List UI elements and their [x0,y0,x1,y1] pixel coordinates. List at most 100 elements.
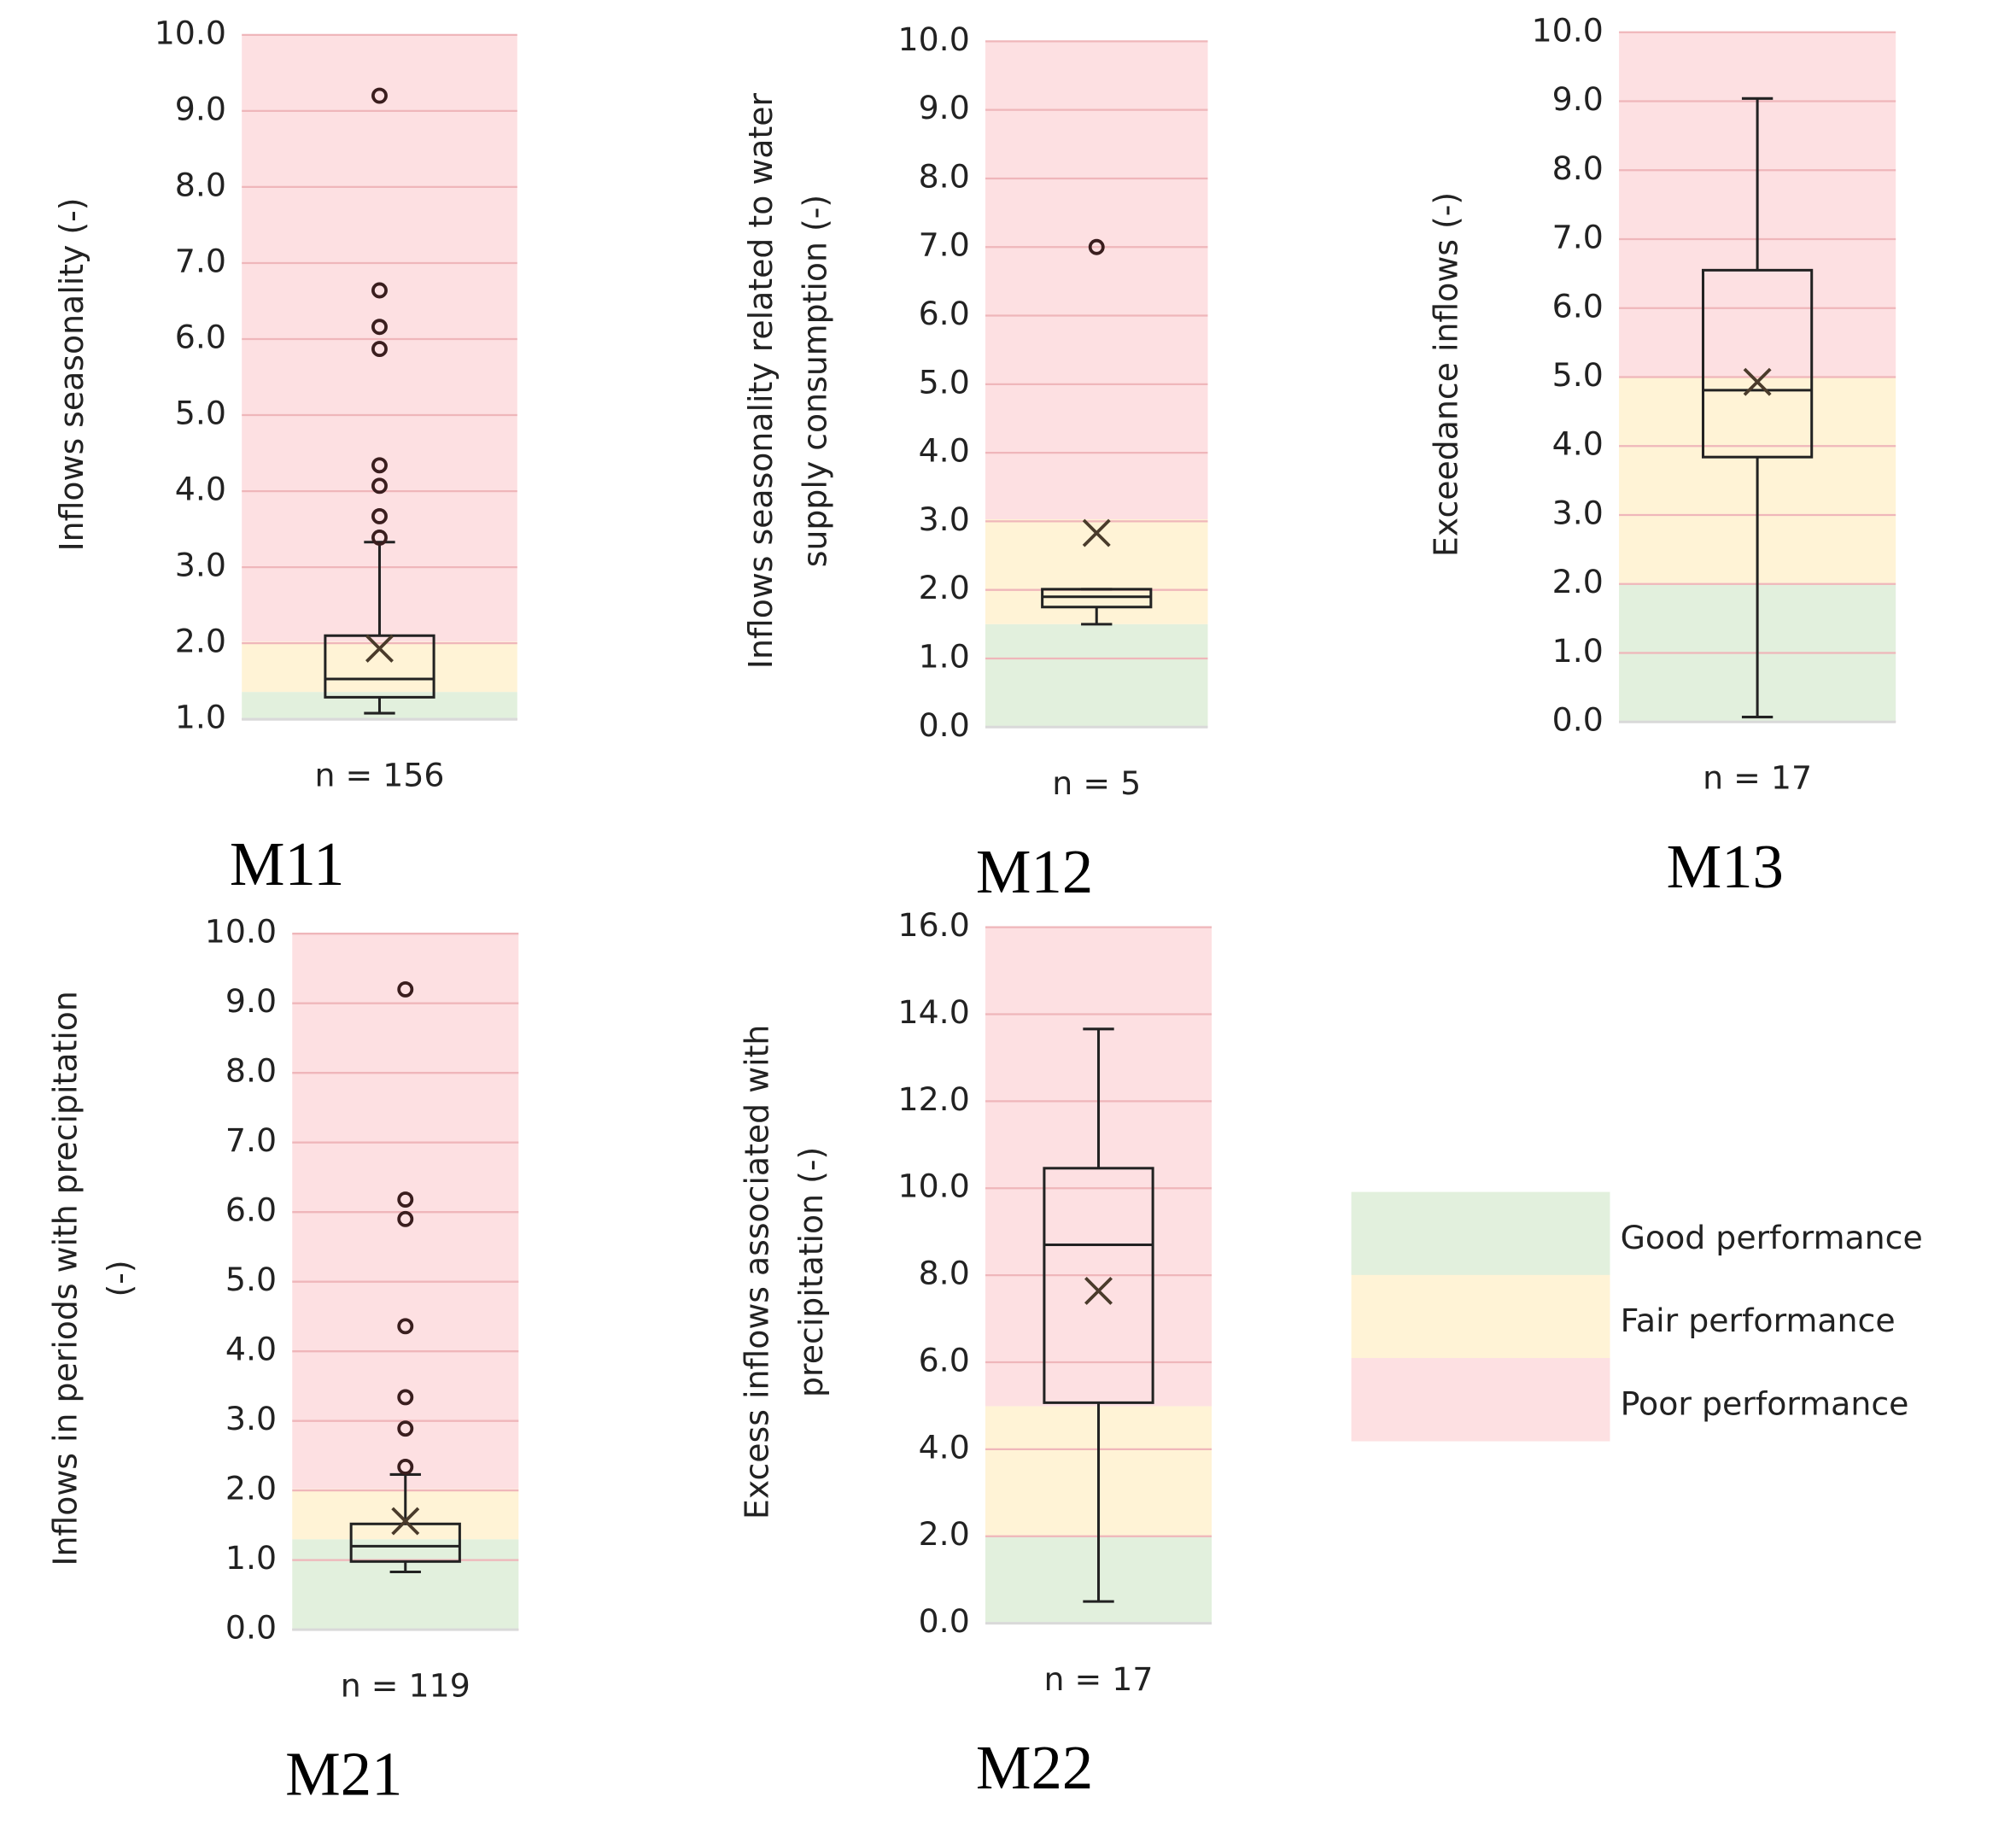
box-chart: 0.0 1.0 2.0 3.0 4.0 5.0 6.0 7.0 8.0 9.0 10.0 Inflow… [46,913,519,1809]
legend-label: Fair performance [1621,1302,1896,1339]
performance-band [985,41,1208,519]
box [324,634,435,699]
outlier [397,980,414,998]
outlier [397,1420,414,1437]
y-tick-label: 3.0 [225,1400,277,1437]
y-tick-label: 5.0 [919,363,970,401]
box [1043,1167,1154,1404]
mean-marker [1743,367,1772,396]
y-tick-label: 5.0 [175,395,226,432]
y-tick-label: 1.0 [175,699,226,736]
y-tick-label: 7.0 [919,226,970,264]
legend: Good performance Fair performance Poor per… [1351,1191,1923,1442]
y-tick-label: 6.0 [919,1342,970,1379]
y-axis-label: Excess inflows associated with [738,1025,775,1519]
y-tick-label: 6.0 [919,295,970,332]
outlier [371,529,388,546]
outlier [371,457,388,474]
y-tick-label: 1.0 [1552,632,1604,670]
y-tick-label: 5.0 [1552,356,1604,394]
y-tick-label: 8.0 [919,157,970,195]
y-tick-label: 8.0 [225,1052,277,1090]
outlier [397,1210,414,1227]
mean-marker [1082,518,1111,547]
y-tick-label: 8.0 [919,1255,970,1292]
y-tick-label: 7.0 [1552,219,1604,256]
chart-title: M11 [230,829,345,898]
y-axis-label: Exceedance inflows (-) [1428,192,1465,557]
outlier [397,1459,414,1475]
mean-marker [1084,1277,1113,1305]
y-tick-label: 7.0 [225,1121,277,1159]
outlier [371,341,388,358]
y-tick-label: 7.0 [175,242,226,279]
y-tick-label: 0.0 [225,1609,277,1647]
sample-size-label: n = 119 [341,1667,470,1705]
y-tick-label: 9.0 [919,89,970,126]
y-tick-label: 4.0 [175,471,226,508]
box [349,1522,461,1563]
legend-swatch [1351,1358,1610,1442]
y-tick-label: 2.0 [919,569,970,606]
mean-marker [365,634,394,663]
y-tick-label: 14.0 [898,993,970,1031]
mean-marker [391,1507,420,1536]
chart-title: M21 [285,1740,402,1809]
y-tick-label: 0.0 [1552,701,1604,739]
y-axis-label: Inflows in periods with precipitation [46,991,84,1566]
y-tick-label: 3.0 [919,500,970,538]
y-tick-label: 16.0 [898,906,970,944]
y-tick-label: 4.0 [919,432,970,470]
y-axis-label: Inflows seasonality (-) [53,197,91,551]
outlier [371,319,388,336]
box-chart: 0.0 2.0 4.0 6.0 8.0 10.0 12.0 14.0 16.0 Excess in… [738,906,1213,1802]
y-tick-label: 1.0 [225,1539,277,1577]
performance-band [292,1539,519,1630]
box [1701,268,1814,459]
y-tick-label: 9.0 [175,90,226,127]
y-tick-label: 2.0 [225,1470,277,1507]
sample-size-label: n = 17 [1044,1660,1154,1698]
sample-size-label: n = 17 [1703,759,1812,797]
y-tick-label: 6.0 [225,1191,277,1229]
chart-title: M12 [976,837,1093,906]
y-axis-label: (-) [101,1260,138,1296]
sample-size-label: n = 156 [314,757,444,794]
y-tick-label: 0.0 [919,1602,970,1640]
legend-swatch [1351,1274,1610,1359]
y-axis-label: supply consumption (-) [797,195,834,567]
y-tick-label: 3.0 [1552,495,1604,532]
y-tick-label: 6.0 [175,319,226,356]
y-tick-label: 9.0 [1552,80,1604,118]
y-tick-label: 10.0 [205,913,277,951]
box-chart: 1.0 2.0 3.0 4.0 5.0 6.0 7.0 8.0 9.0 10.0 Inflows s… [53,14,517,898]
y-tick-label: 2.0 [175,623,226,660]
y-tick-label: 12.0 [898,1080,970,1118]
box-chart: 0.0 1.0 2.0 3.0 4.0 5.0 6.0 7.0 8.0 9.0 10.0 Inflow… [742,20,1208,906]
chart-title: M13 [1667,832,1784,901]
performance-band [985,623,1208,728]
outlier [371,508,388,524]
legend-label: Good performance [1621,1219,1923,1256]
box [1041,588,1153,609]
chart-title: M22 [976,1733,1093,1802]
y-tick-label: 2.0 [1552,563,1604,600]
outlier [1088,238,1105,255]
y-tick-label: 10.0 [898,1168,970,1205]
y-tick-label: 8.0 [1552,149,1604,187]
outlier [371,87,388,104]
y-tick-label: 1.0 [919,637,970,675]
outlier [371,477,388,495]
outlier [397,1389,414,1406]
y-tick-label: 4.0 [919,1428,970,1466]
y-tick-label: 10.0 [898,20,970,58]
y-tick-label: 9.0 [225,982,277,1020]
y-tick-label: 8.0 [175,166,226,203]
y-tick-label: 2.0 [919,1515,970,1553]
y-tick-label: 0.0 [919,706,970,744]
y-tick-label: 4.0 [1552,425,1604,463]
y-tick-label: 5.0 [225,1261,277,1298]
y-tick-label: 4.0 [225,1331,277,1368]
